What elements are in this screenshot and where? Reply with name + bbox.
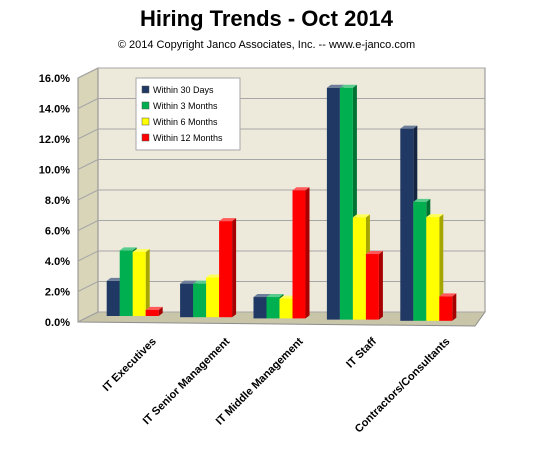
gridline-side xyxy=(77,311,99,323)
bar-side xyxy=(158,306,163,316)
bar-front xyxy=(219,221,233,318)
legend: Within 30 Days Within 3 Months Within 6 Mo… xyxy=(135,77,241,151)
y-tick-label: 2.0% xyxy=(45,287,70,299)
bar xyxy=(426,214,444,321)
bar-side xyxy=(439,214,444,321)
bar-top xyxy=(180,280,198,284)
bar-top xyxy=(400,125,418,129)
bar-top xyxy=(253,294,271,298)
bar-side xyxy=(232,218,237,318)
bar-top xyxy=(292,187,310,191)
bar-front xyxy=(426,217,440,321)
y-axis-ticks: 0.0% 2.0% 4.0% 6.0% 8.0% 10.0% 12.0% 14.0% 16.0% xyxy=(39,73,70,329)
bar-front xyxy=(413,201,427,321)
bar-front xyxy=(119,250,133,316)
bar-top xyxy=(106,277,124,281)
bar xyxy=(132,248,150,316)
chart-title: Hiring Trends - Oct 2014 xyxy=(139,6,394,31)
bar-front xyxy=(365,254,379,320)
bar-top xyxy=(132,248,150,252)
bar-front xyxy=(106,280,120,316)
bar-front xyxy=(132,251,146,316)
bar xyxy=(292,187,310,319)
legend-swatch xyxy=(141,117,150,126)
bar-front xyxy=(326,87,340,320)
bar xyxy=(439,293,457,321)
bar-top xyxy=(206,274,224,278)
bar-top xyxy=(439,293,457,297)
legend-swatch xyxy=(141,133,150,142)
bar-front xyxy=(253,297,267,319)
x-category-label: IT Staff xyxy=(344,335,379,370)
bar-top xyxy=(219,218,237,222)
bar-top xyxy=(266,294,284,298)
y-tick-label: 0.0% xyxy=(45,317,70,329)
bar-front xyxy=(352,217,366,320)
bar-top xyxy=(365,251,383,255)
bar-front xyxy=(145,309,159,316)
bar-top xyxy=(426,214,444,218)
bar xyxy=(219,218,237,318)
bar-top xyxy=(413,198,431,202)
legend-label: Within 6 Months xyxy=(153,117,218,127)
bar-front xyxy=(193,283,207,318)
gridline-side xyxy=(77,250,99,262)
legend-swatch xyxy=(141,101,150,110)
bar-front xyxy=(206,277,220,318)
y-tick-label: 6.0% xyxy=(45,226,70,238)
bar-top xyxy=(352,214,370,218)
bar xyxy=(365,251,383,320)
bar-top xyxy=(145,306,163,310)
bar-side xyxy=(305,187,310,319)
bar-top xyxy=(339,84,357,88)
chart-subtitle: © 2014 Copyright Janco Associates, Inc. … xyxy=(117,39,416,51)
legend-label: Within 12 Months xyxy=(153,133,223,143)
gridline-side xyxy=(77,189,99,201)
gridline-side xyxy=(77,281,99,292)
y-tick-label: 16.0% xyxy=(39,73,70,85)
bar-top xyxy=(119,247,137,251)
gridline-side xyxy=(77,159,99,170)
y-tick-label: 4.0% xyxy=(45,256,70,268)
y-tick-label: 12.0% xyxy=(39,134,70,146)
bar-front xyxy=(279,298,293,319)
y-tick-label: 14.0% xyxy=(39,104,70,116)
bar-front xyxy=(266,297,280,319)
bar-top xyxy=(279,295,297,299)
gridline-side xyxy=(77,220,99,231)
bar-side xyxy=(452,293,457,321)
bar-front xyxy=(292,190,306,319)
bar-top xyxy=(193,280,211,284)
bar-front xyxy=(439,296,453,321)
gridline-side xyxy=(77,98,99,109)
gridline-side xyxy=(77,67,99,79)
bar-top xyxy=(326,84,344,88)
x-category-label: IT Executives xyxy=(101,336,159,394)
legend-swatch xyxy=(141,85,150,94)
y-tick-label: 10.0% xyxy=(39,165,70,177)
legend-label: Within 30 Days xyxy=(153,85,214,95)
bar-front xyxy=(339,87,353,320)
gridline-side xyxy=(77,128,99,140)
bar-side xyxy=(145,248,150,316)
bar-front xyxy=(180,283,194,318)
bars xyxy=(106,84,457,321)
y-tick-label: 8.0% xyxy=(45,195,70,207)
bar-front xyxy=(400,128,414,321)
bar xyxy=(145,306,163,316)
x-category-label: IT Middle Management xyxy=(214,335,306,427)
legend-box xyxy=(135,77,241,151)
legend-label: Within 3 Months xyxy=(153,101,218,111)
bar-side xyxy=(378,251,383,320)
